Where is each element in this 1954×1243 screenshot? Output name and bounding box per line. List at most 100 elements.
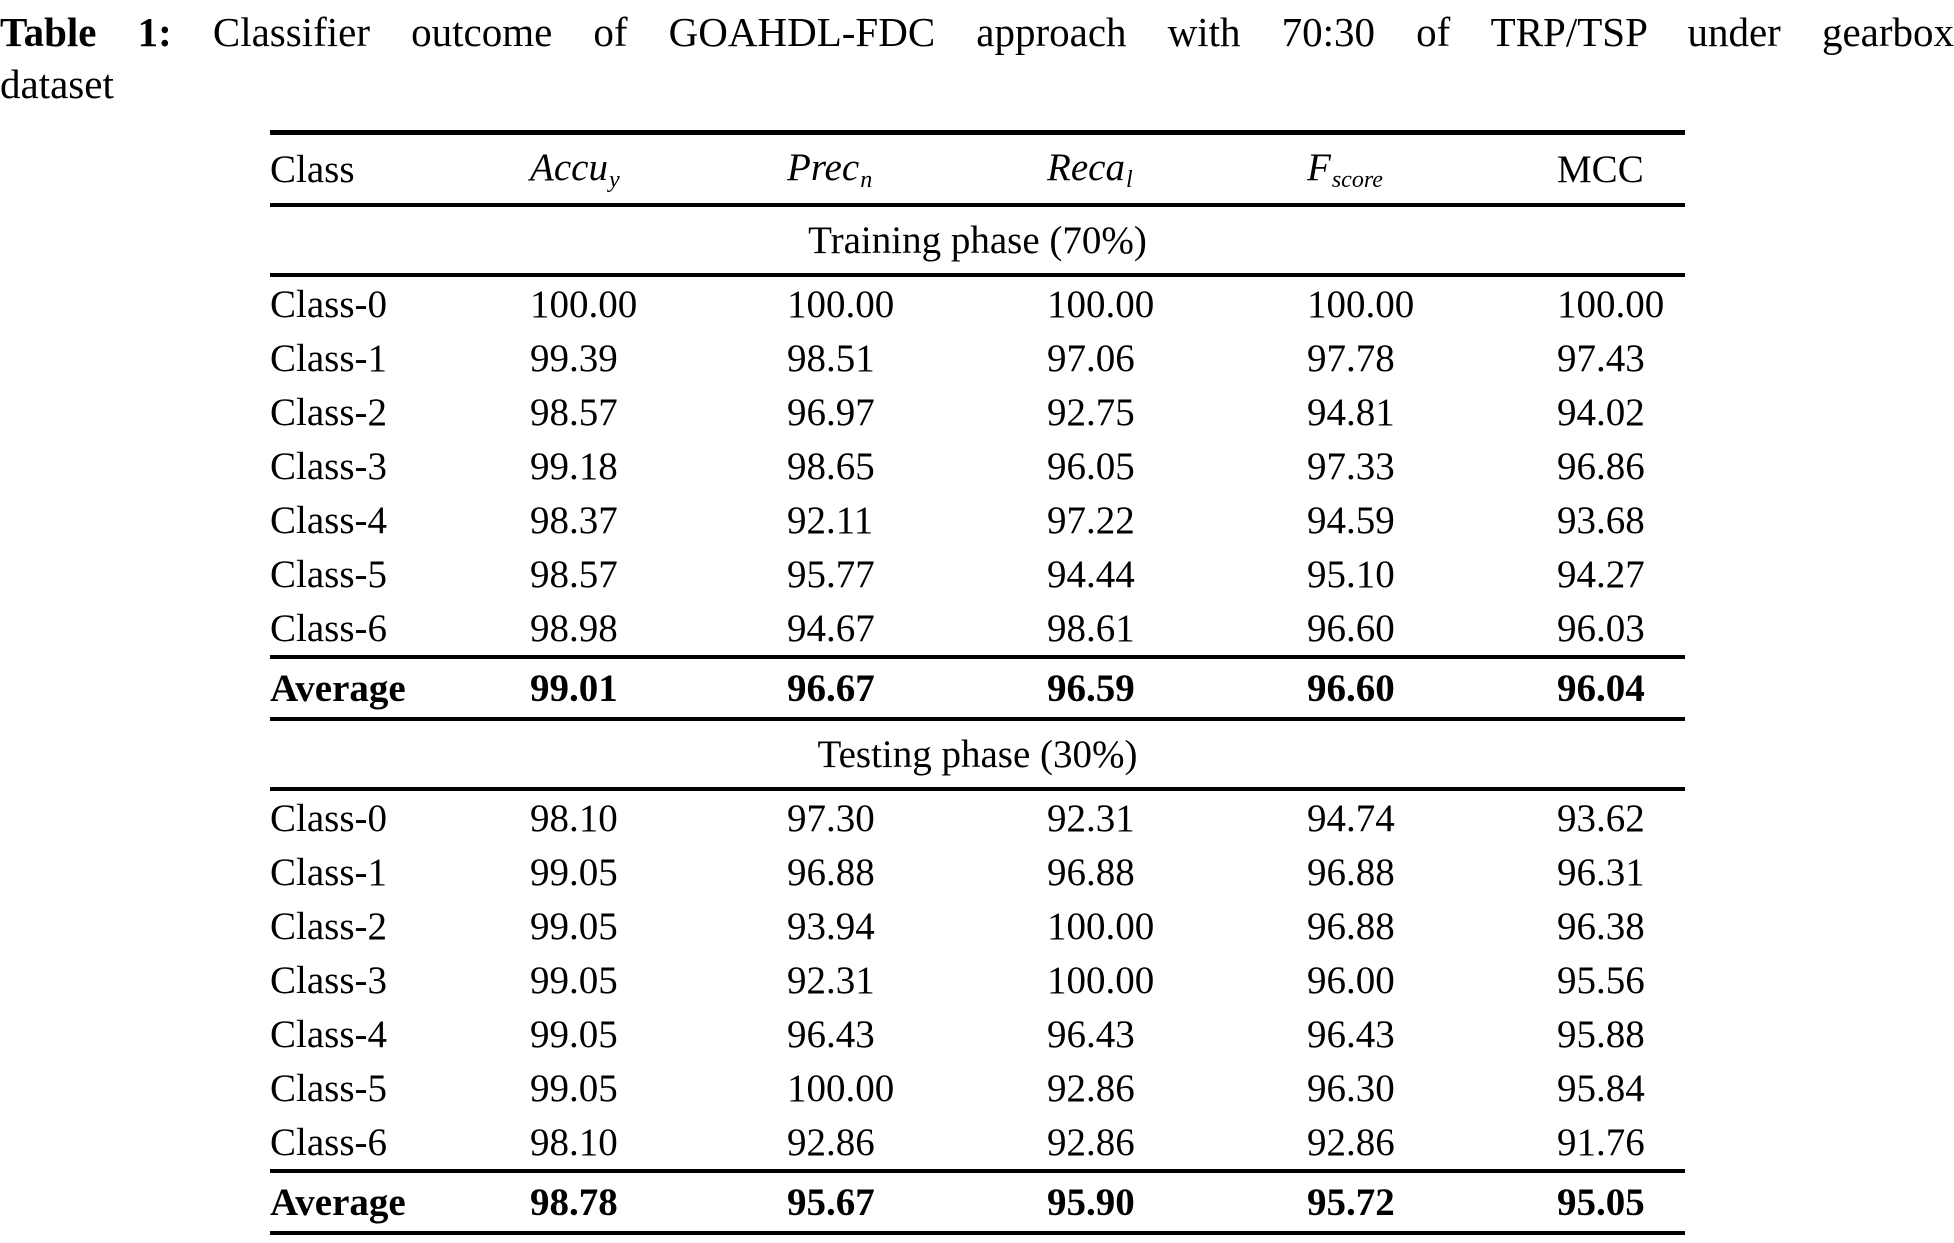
cell: 96.60	[1307, 606, 1395, 650]
cell: 94.44	[1047, 552, 1135, 596]
table-row: Class-3 99.05 92.31 100.00 96.00 95.56	[270, 953, 1685, 1007]
cell: 96.03	[1557, 606, 1645, 650]
cell: 100.00	[1047, 282, 1155, 326]
cell: Average	[270, 655, 530, 721]
column-header-subscript: l	[1125, 166, 1133, 193]
cell: Class-3	[270, 444, 387, 488]
cell: 96.43	[1047, 1012, 1135, 1056]
cell: Class-0	[270, 796, 387, 840]
column-header: Precn	[787, 132, 1047, 207]
cell: 95.10	[1307, 552, 1395, 596]
cell: 100.00	[530, 282, 638, 326]
caption-label: Table 1:	[0, 9, 172, 55]
cell: 100.00	[787, 1066, 895, 1110]
cell: 96.88	[787, 850, 875, 894]
cell: 98.10	[530, 1120, 618, 1164]
cell: 97.33	[1307, 444, 1395, 488]
cell: 92.86	[1047, 1066, 1135, 1110]
table-row: Class-4 99.05 96.43 96.43 96.43 95.88	[270, 1007, 1685, 1061]
cell: 98.37	[530, 498, 618, 542]
cell: Class-4	[270, 498, 387, 542]
column-header-subscript: score	[1331, 166, 1383, 193]
cell: Class-2	[270, 904, 387, 948]
cell: 95.90	[1047, 1169, 1307, 1235]
phase-header-row: Testing phase (30%)	[270, 719, 1685, 791]
cell: 92.11	[787, 498, 874, 542]
cell: 94.59	[1307, 498, 1395, 542]
cell: 96.88	[1047, 850, 1135, 894]
cell: 95.56	[1557, 958, 1645, 1002]
cell: Class-0	[270, 282, 387, 326]
cell: 96.43	[1307, 1012, 1395, 1056]
cell: 93.62	[1557, 796, 1645, 840]
column-header: Accuy	[530, 132, 787, 207]
cell: 95.72	[1307, 1169, 1557, 1235]
cell: 99.05	[530, 904, 618, 948]
cell: 95.84	[1557, 1066, 1645, 1110]
table-row: Class-0 100.00 100.00 100.00 100.00 100.00	[270, 275, 1685, 331]
caption-line2: dataset	[0, 61, 114, 107]
cell: 97.30	[787, 796, 875, 840]
caption-line1: Table 1: Classifier outcome of GOAHDL-FD…	[0, 6, 1954, 58]
column-header-subscript: n	[860, 166, 873, 193]
cell: 98.57	[530, 390, 618, 434]
table-row: Class-5 99.05 100.00 92.86 96.30 95.84	[270, 1061, 1685, 1115]
cell: 100.00	[1557, 282, 1665, 326]
cell: 96.67	[787, 655, 1047, 721]
cell: 99.05	[530, 850, 618, 894]
table-header: Class Accuy Precn Recal Fscore MCC	[270, 132, 1685, 207]
cell: 97.06	[1047, 336, 1135, 380]
cell: Class-6	[270, 606, 387, 650]
cell: 96.59	[1047, 655, 1307, 721]
column-header-text: Prec	[787, 145, 860, 189]
table-body: Training phase (70%) Class-0 100.00 100.00 1…	[270, 205, 1685, 1235]
cell: 94.81	[1307, 390, 1395, 434]
cell: 96.86	[1557, 444, 1645, 488]
results-table: Class Accuy Precn Recal Fscore MCC Training p…	[270, 130, 1685, 1235]
caption-text: Classifier outcome of GOAHDL-FDC approac…	[212, 9, 1954, 55]
cell: 96.05	[1047, 444, 1135, 488]
cell: Class-2	[270, 390, 387, 434]
cell: 98.61	[1047, 606, 1135, 650]
cell: 99.18	[530, 444, 618, 488]
cell: 99.39	[530, 336, 618, 380]
cell: 97.43	[1557, 336, 1645, 380]
cell: Class-1	[270, 850, 387, 894]
cell: 99.05	[530, 1066, 618, 1110]
column-header: Fscore	[1307, 132, 1557, 207]
cell: 97.78	[1307, 336, 1395, 380]
table-row: Class-5 98.57 95.77 94.44 95.10 94.27	[270, 547, 1685, 601]
table-row: Class-4 98.37 92.11 97.22 94.59 93.68	[270, 493, 1685, 547]
cell: 92.31	[787, 958, 875, 1002]
table-row: Class-0 98.10 97.30 92.31 94.74 93.62	[270, 789, 1685, 845]
cell: Class-5	[270, 552, 387, 596]
column-header: Class	[270, 132, 530, 207]
cell: 96.31	[1557, 850, 1645, 894]
cell: 92.86	[787, 1120, 875, 1164]
cell: 92.86	[1047, 1120, 1135, 1164]
cell: 95.88	[1557, 1012, 1645, 1056]
table-row: Class-6 98.10 92.86 92.86 92.86 91.76	[270, 1115, 1685, 1171]
cell: 96.43	[787, 1012, 875, 1056]
cell: 98.51	[787, 336, 875, 380]
cell: 96.30	[1307, 1066, 1395, 1110]
cell: 98.57	[530, 552, 618, 596]
cell: 95.77	[787, 552, 875, 596]
table-row: Class-3 99.18 98.65 96.05 97.33 96.86	[270, 439, 1685, 493]
cell: 96.97	[787, 390, 875, 434]
cell: 94.02	[1557, 390, 1645, 434]
cell: 96.88	[1307, 850, 1395, 894]
cell: 100.00	[1047, 904, 1155, 948]
cell: 100.00	[787, 282, 895, 326]
table-row: Class-1 99.05 96.88 96.88 96.88 96.31	[270, 845, 1685, 899]
phase-header: Training phase (70%)	[270, 205, 1685, 277]
cell: 92.31	[1047, 796, 1135, 840]
cell: Average	[270, 1169, 530, 1235]
cell: 93.68	[1557, 498, 1645, 542]
cell: 96.88	[1307, 904, 1395, 948]
cell: 96.04	[1557, 655, 1685, 721]
cell: Class-6	[270, 1120, 387, 1164]
cell: Class-3	[270, 958, 387, 1002]
phase-header: Testing phase (30%)	[270, 719, 1685, 791]
cell: 98.98	[530, 606, 618, 650]
